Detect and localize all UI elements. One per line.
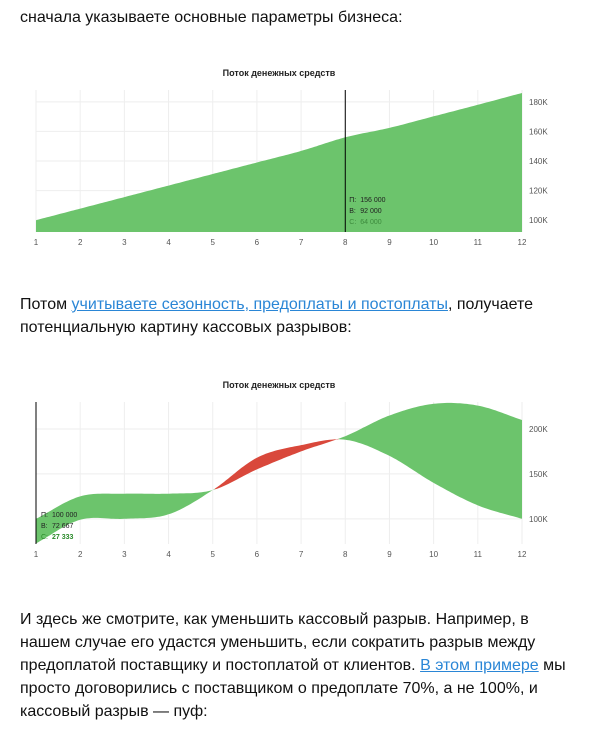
x-tick-label: 2 bbox=[78, 550, 83, 559]
x-tick-label: 8 bbox=[343, 550, 348, 559]
y-tick-label: 120K bbox=[529, 187, 548, 196]
tooltip-label: В: bbox=[349, 208, 356, 215]
x-tick-label: 4 bbox=[166, 238, 171, 247]
tooltip-label: С: bbox=[349, 219, 356, 226]
tooltip-value: 27 333 bbox=[52, 534, 74, 541]
chart-title: Поток денежных средств bbox=[223, 380, 336, 390]
tooltip-value: 72 667 bbox=[52, 523, 74, 530]
y-tick-label: 200K bbox=[529, 425, 548, 434]
x-tick-label: 2 bbox=[78, 238, 83, 247]
x-tick-label: 11 bbox=[474, 550, 483, 559]
cashflow-positive-area bbox=[36, 93, 522, 232]
tooltip-value: 64 000 bbox=[360, 219, 382, 226]
x-tick-label: 1 bbox=[34, 550, 39, 559]
x-tick-label: 12 bbox=[518, 550, 527, 559]
cashflow-chart-linear-svg: Поток денежных средств100K120K140K160K18… bbox=[34, 68, 549, 247]
y-tick-label: 100K bbox=[529, 515, 548, 524]
y-tick-label: 160K bbox=[529, 127, 548, 136]
x-tick-label: 11 bbox=[474, 238, 483, 247]
y-tick-label: 150K bbox=[529, 470, 548, 479]
seasonality-text-before: Потом bbox=[20, 296, 72, 313]
y-tick-label: 100K bbox=[529, 216, 548, 225]
gap-text-before: И здесь же смотрите, как уменьшить кассо… bbox=[20, 611, 536, 674]
x-tick-label: 9 bbox=[387, 550, 392, 559]
cashflow-chart-linear: Поток денежных средств 100K 120K 140K 160K 18… bbox=[0, 60, 592, 260]
x-tick-label: 6 bbox=[255, 238, 260, 247]
x-tick-label: 3 bbox=[122, 550, 127, 559]
x-tick-label: 6 bbox=[255, 550, 260, 559]
tooltip-label: П: bbox=[41, 512, 48, 519]
tooltip-label: В: bbox=[41, 523, 48, 530]
x-tick-label: 3 bbox=[122, 238, 127, 247]
gap-paragraph: И здесь же смотрите, как уменьшить кассо… bbox=[20, 608, 580, 723]
x-tick-label: 9 bbox=[387, 238, 392, 247]
tooltip-label: С: bbox=[41, 534, 48, 541]
chart-title: Поток денежных средств bbox=[223, 68, 336, 78]
tooltip-label: П: bbox=[349, 197, 356, 204]
x-tick-label: 10 bbox=[429, 550, 438, 559]
cashflow-positive-area bbox=[36, 488, 215, 544]
tooltip-value: 100 000 bbox=[52, 512, 77, 519]
seasonality-link[interactable]: учитываете сезонность, предоплаты и пост… bbox=[71, 296, 448, 313]
intro-paragraph: сначала указываете основные параметры би… bbox=[20, 6, 580, 29]
x-tick-label: 8 bbox=[343, 238, 348, 247]
x-tick-label: 5 bbox=[211, 550, 216, 559]
cashflow-chart-seasonal: Поток денежных средств 100K 150K 200K 1 2 3 4 5 6… bbox=[0, 372, 592, 572]
x-tick-label: 7 bbox=[299, 550, 304, 559]
y-tick-label: 180K bbox=[529, 98, 548, 107]
intro-text: сначала указываете основные параметры би… bbox=[20, 9, 403, 26]
x-tick-label: 10 bbox=[429, 238, 438, 247]
x-tick-label: 12 bbox=[518, 238, 527, 247]
tooltip-value: 156 000 bbox=[360, 197, 385, 204]
cashflow-gap-area bbox=[214, 438, 339, 490]
x-tick-label: 4 bbox=[166, 550, 171, 559]
y-tick-label: 140K bbox=[529, 157, 548, 166]
gap-text-after: мы просто договорились с поставщиком о п… bbox=[20, 657, 566, 720]
x-tick-label: 5 bbox=[211, 238, 216, 247]
x-tick-label: 7 bbox=[299, 238, 304, 247]
x-tick-label: 1 bbox=[34, 238, 39, 247]
cashflow-positive-area bbox=[338, 402, 522, 519]
example-link[interactable]: В этом примере bbox=[420, 657, 539, 674]
seasonality-paragraph: Потом учитываете сезонность, предоплаты … bbox=[20, 293, 580, 339]
tooltip-value: 92 000 bbox=[360, 208, 382, 215]
seasonality-text-after: , получаете потенциальную картину кассов… bbox=[20, 296, 534, 336]
